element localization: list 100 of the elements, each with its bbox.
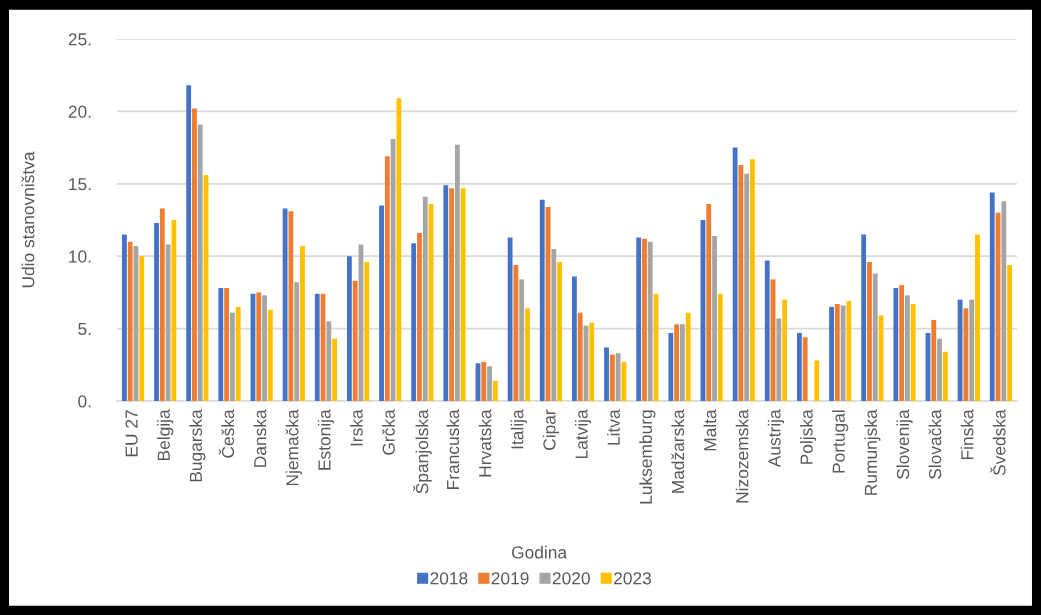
bar [449, 188, 455, 401]
bar [519, 279, 525, 401]
x-tick-label: Grčka [382, 409, 395, 455]
bar [197, 124, 203, 401]
x-tick-label: Belgija [157, 409, 174, 461]
x-tick-label: Bugarska [189, 409, 206, 482]
x-tick-label: EU 27 [125, 410, 138, 457]
bar [674, 324, 680, 401]
bar [379, 205, 384, 401]
bar [861, 234, 867, 401]
x-tick-label: Litva [607, 409, 620, 445]
legend-label: 2018 [430, 572, 468, 585]
bar [738, 164, 744, 401]
x-tick-label: Francuska [446, 409, 460, 489]
bar [417, 233, 422, 401]
bar [411, 243, 417, 401]
bar [829, 306, 834, 401]
bar [732, 147, 738, 401]
x-tick-label: Luksemburg [639, 410, 656, 504]
bar [589, 322, 595, 401]
bar [507, 237, 513, 401]
bar [893, 288, 899, 401]
bar [282, 208, 288, 401]
bar [744, 173, 750, 401]
bar [267, 309, 273, 401]
bar [352, 280, 358, 401]
bar [235, 306, 241, 401]
bar [969, 299, 975, 401]
x-tick-label: Finska [960, 409, 974, 460]
bar [557, 261, 563, 401]
x-tick-label: Italija [510, 409, 527, 449]
bar [346, 256, 352, 401]
bar [539, 199, 545, 401]
bar [604, 347, 609, 401]
x-tick-label: Irska [349, 409, 363, 446]
bar [1001, 201, 1007, 401]
x-tick-label: Madžarska [671, 409, 685, 493]
bar [384, 156, 390, 401]
x-tick-label: Malta [703, 409, 717, 451]
bar [492, 380, 498, 401]
x-tick-label: Danska [253, 409, 267, 467]
bar [314, 293, 320, 401]
x-tick-label: Rumunjska [864, 409, 881, 495]
bar [834, 303, 840, 401]
bar [642, 238, 647, 401]
bar [300, 246, 305, 401]
bar [814, 360, 820, 401]
bar [513, 264, 519, 401]
bar [621, 361, 627, 401]
y-tick-label: 25. [68, 33, 91, 46]
bar [224, 288, 230, 401]
bar [481, 361, 487, 401]
bar [396, 98, 402, 401]
bar [776, 318, 782, 401]
bar [712, 235, 717, 401]
bar [609, 354, 615, 401]
y-tick-label: 0. [78, 395, 91, 408]
bar [1007, 264, 1013, 401]
bar [796, 332, 802, 401]
x-tick-label: Poljska [799, 409, 817, 464]
bar [390, 138, 396, 401]
bar [975, 234, 980, 401]
bar [294, 282, 300, 401]
bar [910, 303, 916, 401]
legend-label: 2019 [491, 572, 529, 585]
bar [577, 312, 583, 401]
bar [615, 353, 621, 401]
legend-label: 2020 [552, 572, 590, 585]
bar [229, 312, 235, 401]
legend-label: 2023 [614, 572, 652, 585]
bar [525, 308, 530, 401]
x-tick-label: Portugal [832, 410, 849, 473]
bar [460, 188, 466, 401]
bar [186, 85, 192, 401]
bar [288, 211, 294, 401]
x-axis-title: Godina [511, 545, 568, 559]
x-tick-label: Švedska [990, 409, 1006, 476]
bar [571, 276, 577, 401]
x-tick-label: Austrija [767, 409, 785, 468]
bar [963, 308, 969, 401]
bar [171, 220, 177, 401]
bar [764, 260, 770, 401]
bar [931, 319, 937, 401]
bar [989, 192, 995, 401]
bar [679, 324, 685, 401]
bar [867, 261, 872, 401]
y-tick-label: 15. [69, 178, 91, 191]
bar [422, 196, 428, 401]
bar [262, 295, 267, 401]
x-tick-label: Cipar [542, 409, 560, 450]
x-tick-label: Hrvatska [478, 409, 492, 477]
bar [647, 241, 653, 401]
y-tick-label: 10. [69, 250, 91, 263]
bar [706, 204, 712, 401]
x-tick-label: Slovačka [928, 409, 942, 479]
bar [127, 241, 133, 401]
bar [899, 285, 905, 401]
bar [364, 261, 370, 401]
bar [668, 332, 674, 401]
bar [121, 234, 127, 401]
